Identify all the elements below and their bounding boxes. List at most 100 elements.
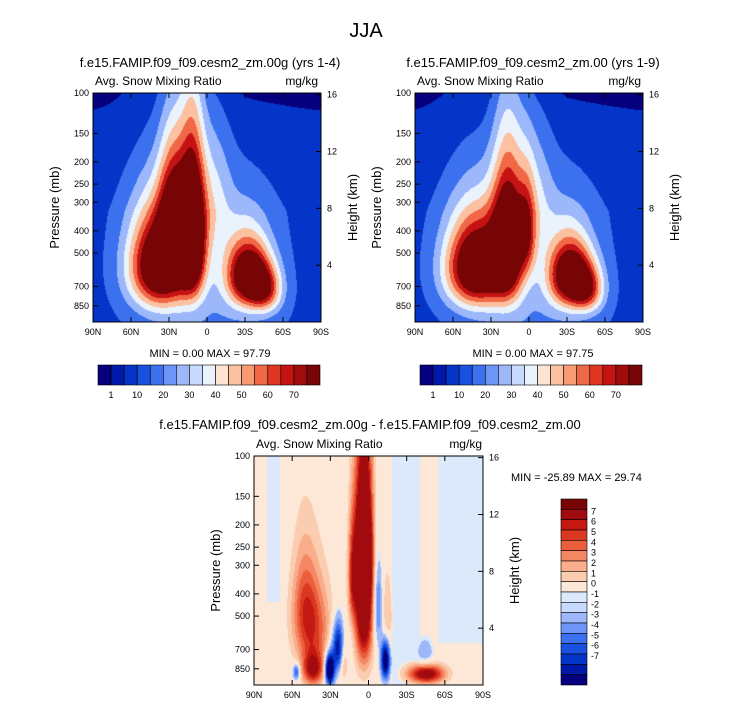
y-tick-label: 500 — [74, 248, 89, 258]
x-tick-label: 60N — [123, 327, 140, 337]
y2-tick-label: 12 — [649, 147, 659, 157]
colorbar-label: -7 — [591, 651, 599, 661]
y-tick-label: 700 — [235, 645, 250, 655]
colorbar-label: 0 — [591, 579, 596, 589]
panel-difference: f.e15.FAMIP.f09_f09.cesm2_zm.00g - f.e15… — [159, 417, 642, 484]
y2-tick-label: 4 — [327, 260, 332, 270]
y2-tick-label: 8 — [327, 203, 332, 213]
colorbar-swatch — [162, 364, 177, 386]
y-tick-label: 200 — [235, 520, 250, 530]
colorbar-swatch — [176, 364, 190, 386]
y-axis-title: Pressure (mb) — [208, 529, 223, 611]
colorbar-swatch — [576, 364, 591, 386]
x-tick-label: 90S — [475, 690, 491, 700]
y-tick-label: 150 — [235, 491, 250, 501]
colorbar-swatch — [589, 364, 604, 386]
y2-tick-label: 12 — [327, 147, 337, 157]
colorbar-swatch — [189, 364, 203, 386]
x-tick-label: 90S — [635, 327, 651, 337]
y2-tick-label: 16 — [489, 453, 499, 463]
colorbar-swatch — [228, 364, 242, 386]
colorbar-swatch — [560, 674, 588, 686]
axes-bottom-difference: 90N 60N 30N 0 30S 60S 90S 100 150 200 250 300 400 500… — [208, 451, 522, 700]
colorbar-label: 20 — [480, 390, 490, 400]
colorbar-label: 70 — [289, 390, 299, 400]
colorbar-label: 70 — [611, 390, 621, 400]
colorbar-swatch — [445, 364, 460, 386]
colorbar-swatch — [560, 540, 588, 551]
colorbar-label: -5 — [591, 630, 599, 640]
axes-top-left: 90N 60N 30N 0 30S 60S 90S 100 150 200 250 300 400 500… — [47, 88, 360, 337]
colorbar-top-right: 1 10 20 30 40 50 60 70 — [419, 364, 643, 400]
colorbar-swatch — [241, 364, 256, 386]
x-tick-label: 30S — [237, 327, 253, 337]
colorbar-swatch — [560, 633, 588, 644]
colorbar-label: 50 — [237, 390, 247, 400]
x-tick-label: 30N — [483, 327, 500, 337]
colorbar-swatch — [615, 364, 630, 386]
colorbar-swatch — [254, 364, 269, 386]
y-tick-label: 100 — [74, 88, 89, 98]
y-tick-label: 500 — [235, 611, 250, 621]
colorbar-top-left: 1 10 20 30 40 50 60 70 — [97, 364, 321, 400]
y-axis-title: Pressure (mb) — [369, 166, 384, 248]
colorbar-swatch — [149, 364, 164, 386]
colorbar-label: 6 — [591, 517, 596, 527]
y-tick-label: 250 — [235, 542, 250, 552]
panel-top-right: f.e15.FAMIP.f09_f09.cesm2_zm.00 (yrs 1-9… — [406, 55, 659, 360]
panel-left-label: Avg. Snow Mixing Ratio — [256, 437, 383, 451]
colorbar-swatch — [560, 509, 588, 520]
panel-min-max: MIN = 0.00 MAX = 97.79 — [149, 348, 270, 360]
colorbar-label: 2 — [591, 558, 596, 568]
colorbar-swatch — [471, 364, 486, 386]
colorbar-swatch — [484, 364, 499, 386]
figure-title: JJA — [349, 20, 383, 42]
panel-left-label: Avg. Snow Mixing Ratio — [95, 74, 222, 88]
y2-axis-title: Height (km) — [667, 174, 682, 241]
colorbar-swatch — [560, 560, 588, 572]
y-tick-label: 400 — [74, 226, 89, 236]
y-tick-label: 100 — [235, 451, 250, 461]
panel-top-left: f.e15.FAMIP.f09_f09.cesm2_zm.00g (yrs 1-… — [80, 55, 341, 360]
colorbar-swatch — [560, 612, 588, 624]
colorbar-swatch — [511, 364, 525, 386]
y-tick-label: 850 — [396, 301, 411, 311]
x-tick-label: 60S — [275, 327, 291, 337]
x-tick-label: 30S — [399, 690, 415, 700]
x-tick-label: 60S — [597, 327, 613, 337]
colorbar-label: 60 — [585, 390, 595, 400]
colorbar-swatch — [560, 643, 588, 655]
x-tick-label: 90N — [85, 327, 102, 337]
panel-title: f.e15.FAMIP.f09_f09.cesm2_zm.00g - f.e15… — [159, 417, 581, 432]
x-tick-label: 30N — [161, 327, 178, 337]
contour-field-0 — [93, 93, 321, 322]
colorbar-swatch — [110, 364, 125, 386]
x-tick-label: 90N — [246, 690, 263, 700]
y-tick-label: 300 — [235, 560, 250, 570]
y2-tick-label: 4 — [489, 623, 494, 633]
colorbar-swatch — [419, 364, 434, 386]
colorbar-label: 3 — [591, 548, 596, 558]
colorbar-swatch — [560, 581, 588, 593]
colorbar-swatch — [306, 364, 321, 386]
contour-field-2 — [254, 456, 483, 685]
colorbar-swatch — [97, 364, 112, 386]
x-tick-label: 30N — [322, 690, 339, 700]
x-tick-label: 0 — [526, 327, 531, 337]
y2-axis-title: Height (km) — [345, 174, 360, 241]
y-tick-label: 300 — [74, 197, 89, 207]
colorbar-swatch — [563, 364, 578, 386]
colorbar-label: 10 — [132, 390, 142, 400]
contour-field-1 — [415, 93, 643, 322]
y-axis-title: Pressure (mb) — [47, 166, 62, 248]
panel-title: f.e15.FAMIP.f09_f09.cesm2_zm.00g (yrs 1-… — [80, 55, 341, 70]
colorbar-label: 60 — [263, 390, 273, 400]
colorbar-swatch — [537, 364, 551, 386]
colorbar-swatch — [123, 364, 138, 386]
x-tick-label: 60S — [437, 690, 453, 700]
colorbar-swatch — [293, 364, 308, 386]
colorbar-label: -4 — [591, 620, 599, 630]
y2-tick-label: 8 — [649, 203, 654, 213]
colorbar-label: -1 — [591, 589, 599, 599]
